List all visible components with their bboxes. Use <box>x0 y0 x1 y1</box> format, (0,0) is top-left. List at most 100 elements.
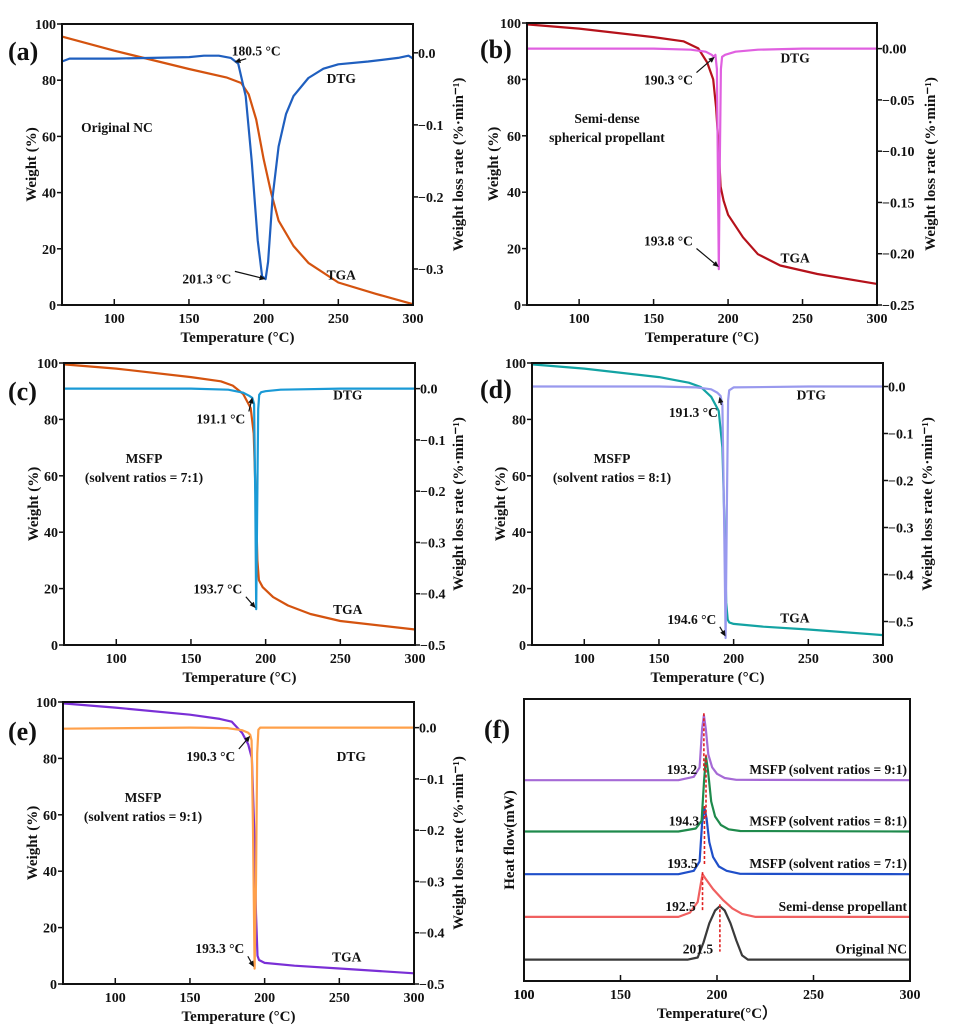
y-tick-label: 80 <box>512 413 526 428</box>
y-tick-label: 100 <box>505 357 526 372</box>
y2-tick-label: −0.4 <box>888 569 913 584</box>
x-tick-label: 150 <box>610 988 631 1003</box>
y-tick-label: 40 <box>512 526 526 541</box>
x-tick-label: 300 <box>403 312 424 327</box>
x-tick-label: 200 <box>254 991 275 1006</box>
annotation-label: 193.8 °C <box>644 234 693 249</box>
annotation-label: 194.6 °C <box>667 612 716 627</box>
series-line-dtg <box>527 47 877 271</box>
y2-tick-label: 0.0 <box>418 47 436 62</box>
x-tick-label: 200 <box>707 988 728 1003</box>
y2-tick-label: −0.5 <box>419 978 444 993</box>
plot-frame <box>523 698 911 982</box>
x-tick-label: 250 <box>792 312 813 327</box>
annotation-label: 201.3 °C <box>182 271 231 286</box>
annotation-arrow-head <box>712 261 719 268</box>
y2-tick-label: −0.2 <box>888 475 913 490</box>
x-tick-label: 300 <box>873 652 894 667</box>
y-tick-label: 80 <box>44 413 58 428</box>
sample-label: MSFP <box>125 790 162 805</box>
series-line-tga <box>526 23 878 285</box>
y2-tick-label: −0.15 <box>882 196 914 211</box>
x-tick-label: 100 <box>104 312 125 327</box>
sample-label: (solvent ratios = 9:1) <box>84 809 202 824</box>
y2-tick-label: −0.2 <box>419 824 444 839</box>
y2-tick-label: −0.1 <box>888 428 913 443</box>
annotation-label: 193.3 °C <box>195 941 244 956</box>
y2-tick-label: −0.3 <box>418 263 443 278</box>
y-axis-label: Weight (%) <box>26 467 42 542</box>
y2-axis-label: Weight loss rate (%·min⁻¹) <box>920 417 936 591</box>
y-axis-label: Weight (%) <box>25 806 41 881</box>
sample-label: (solvent ratios = 8:1) <box>553 470 671 485</box>
curve-name-label: MSFP (solvent ratios = 7:1) <box>749 856 907 871</box>
x-tick-label: 100 <box>574 652 595 667</box>
annotation-label: 180.5 °C <box>232 44 281 59</box>
x-axis-label: Temperature (°C) <box>651 670 765 686</box>
peak-temperature-label: 201.5 <box>683 942 714 957</box>
y-tick-label: 60 <box>507 130 521 145</box>
x-tick-label: 100 <box>569 312 590 327</box>
panel-label: (a) <box>8 37 38 66</box>
sample-label: (solvent ratios = 7:1) <box>85 470 203 485</box>
y-tick-label: 100 <box>36 696 57 711</box>
y2-tick-label: −0.5 <box>420 639 445 654</box>
annotation-arrow-head <box>708 56 715 63</box>
y-tick-label: 40 <box>44 526 58 541</box>
x-tick-label: 200 <box>718 312 739 327</box>
x-tick-label: 100 <box>106 652 127 667</box>
series-line-msfp-solvent-ratios-8-1- <box>524 755 911 833</box>
y2-tick-label: −0.3 <box>419 875 444 890</box>
curve-name-label: Semi-dense propellant <box>779 899 908 914</box>
annotation-arrow-head <box>248 960 254 968</box>
x-axis-label: Temperature(°C） <box>657 1004 777 1022</box>
panel-f: (f)100 150 200 250 300100Temperature(°C）Heat… <box>484 698 921 1022</box>
annotation-label: 190.3 °C <box>186 749 235 764</box>
y2-tick-label: −0.1 <box>418 119 443 134</box>
x-tick-label: 250 <box>798 652 819 667</box>
y2-tick-label: 0.0 <box>420 383 438 398</box>
curve-name-label: MSFP (solvent ratios = 9:1) <box>749 762 907 777</box>
x-tick-label: 100 <box>514 988 535 1003</box>
x-tick-label: 150 <box>180 652 201 667</box>
series-label-dtg: DTG <box>797 388 827 403</box>
series-label-dtg: DTG <box>337 749 367 764</box>
panel-label: (e) <box>8 717 37 746</box>
x-tick-label: 250 <box>803 988 824 1003</box>
y-tick-label: 60 <box>42 130 56 145</box>
panel-label: (f) <box>484 715 510 744</box>
plot-frame <box>63 362 416 646</box>
series-line-dtg <box>532 385 883 640</box>
annotation-label: 190.3 °C <box>644 73 693 88</box>
series-line-dtg <box>64 387 415 611</box>
series-label-dtg: DTG <box>780 50 810 65</box>
y2-tick-label: 0.00 <box>882 43 907 58</box>
series-label-tga: TGA <box>780 251 810 266</box>
annotation-label: 191.1 °C <box>196 412 245 427</box>
plot-frame <box>61 23 414 306</box>
sample-label: Original NC <box>81 120 153 135</box>
series-label-dtg: DTG <box>333 388 363 403</box>
y-tick-label: 0 <box>514 299 521 314</box>
series-line-tga <box>62 702 415 975</box>
annotation-arrow-head <box>718 396 724 404</box>
y2-axis-label: Weight loss rate (%·min⁻¹) <box>451 78 467 252</box>
y-tick-label: 0 <box>50 978 57 993</box>
y-tick-label: 80 <box>43 752 57 767</box>
x-tick-label: 300 <box>405 652 426 667</box>
y2-tick-label: −0.20 <box>882 248 914 263</box>
x-tick-label: 200 <box>723 652 744 667</box>
y2-tick-label: −0.3 <box>888 522 913 537</box>
y-tick-label: 40 <box>43 865 57 880</box>
x-tick-label: 250 <box>329 991 350 1006</box>
y-tick-label: 40 <box>42 187 56 202</box>
panel-label: (c) <box>8 377 37 406</box>
y2-tick-label: −0.10 <box>882 145 914 160</box>
series-label-tga: TGA <box>780 610 810 625</box>
y2-axis-label: Weight loss rate (%·min⁻¹) <box>923 77 939 251</box>
annotation-arrow-head <box>259 274 266 281</box>
y-tick-label: 60 <box>43 809 57 824</box>
y2-tick-label: −0.3 <box>420 536 445 551</box>
x-axis-label: Temperature (°C) <box>182 1009 296 1025</box>
